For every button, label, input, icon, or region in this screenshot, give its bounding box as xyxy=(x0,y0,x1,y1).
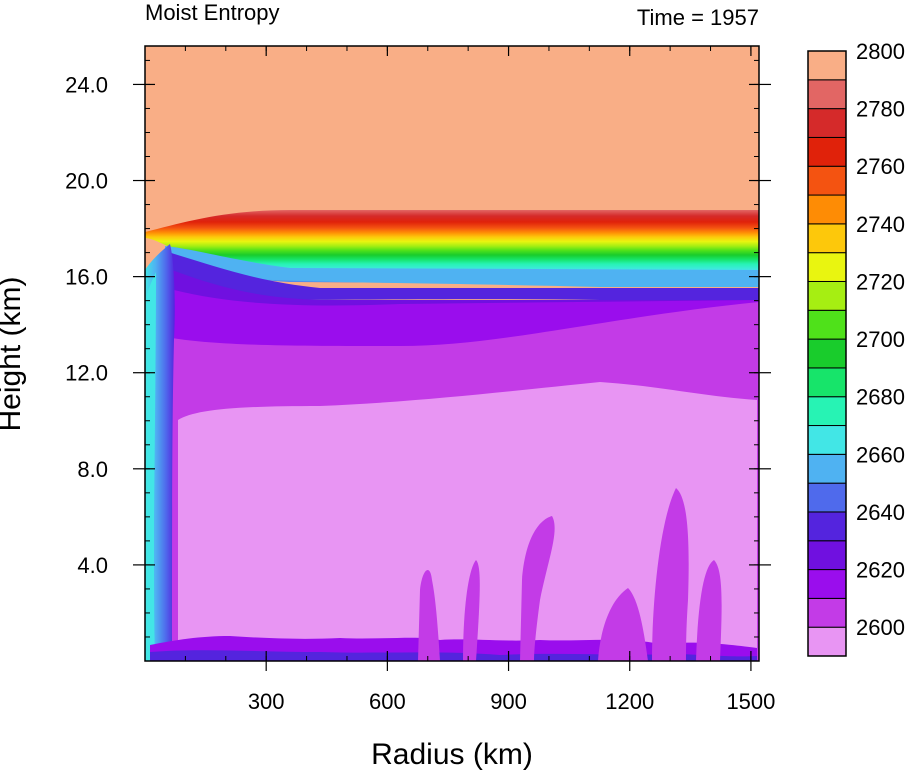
colorbar-label: 2640 xyxy=(856,500,905,525)
colorbar-label: 2780 xyxy=(856,97,905,122)
colorbar-swatch xyxy=(807,309,847,340)
colorbar-swatch xyxy=(807,194,847,225)
colorbar-label: 2680 xyxy=(856,385,905,410)
colorbar-swatch xyxy=(807,482,847,513)
convective-plume-5 xyxy=(652,488,689,661)
colorbar-swatch xyxy=(807,50,847,81)
x-axis-label: Radius (km) xyxy=(371,738,533,771)
colorbar-swatch xyxy=(807,569,847,599)
y-tick-label: 16.0 xyxy=(65,265,108,290)
colorbar-swatch xyxy=(807,626,847,657)
convective-plume-3 xyxy=(520,516,555,661)
colorbar-swatch xyxy=(807,453,847,484)
colorbar-swatch xyxy=(807,511,847,542)
axis-ticks xyxy=(133,46,771,671)
convective-plume-2 xyxy=(463,560,480,661)
colorbar-label: 2740 xyxy=(856,212,905,237)
colorbar-swatch xyxy=(807,280,847,311)
lower-pink-region xyxy=(178,382,757,661)
y-tick-label: 24.0 xyxy=(65,72,108,97)
upper-indigo-band xyxy=(168,252,759,302)
colorbar-swatch xyxy=(807,108,847,138)
upper-blue-band xyxy=(165,246,759,287)
convective-plume-1 xyxy=(418,569,440,661)
x-tick-label: 300 xyxy=(248,689,285,714)
chart-title-left: Moist Entropy xyxy=(145,0,280,25)
y-tick-labels: 4.0 8.0 12.0 16.0 20.0 24.0 xyxy=(65,72,108,577)
chart-title-right: Time = 1957 xyxy=(637,5,759,30)
colorbar-swatch xyxy=(807,223,847,254)
x-tick-label: 1500 xyxy=(726,689,775,714)
core-inner-cyan xyxy=(145,272,156,661)
colorbar-swatch xyxy=(807,425,847,455)
colorbar-swatch xyxy=(807,597,847,628)
colorbar-swatch xyxy=(807,396,847,427)
colorbar-label: 2620 xyxy=(856,558,905,583)
colorbar-labels: 2600 2620 2640 2660 2680 2700 2720 2740 2760 2780… xyxy=(856,39,905,640)
x-tick-label: 600 xyxy=(369,689,406,714)
contour-field xyxy=(145,46,759,661)
convective-plume-4 xyxy=(598,588,648,661)
x-tick-label: 900 xyxy=(490,689,527,714)
colorbar-frame xyxy=(807,50,847,657)
colorbar-label: 2600 xyxy=(856,615,905,640)
y-axis-label: Height (km) xyxy=(0,276,27,431)
colorbar-label: 2660 xyxy=(856,442,905,467)
tropopause-band xyxy=(145,210,759,285)
y-tick-label: 8.0 xyxy=(77,457,108,482)
colorbar xyxy=(807,50,847,657)
y-tick-label: 20.0 xyxy=(65,169,108,194)
x-tick-labels: 300 600 900 1200 1500 xyxy=(248,689,776,714)
colorbar-label: 2720 xyxy=(856,269,905,294)
convective-plume-6 xyxy=(696,560,722,661)
colorbar-label: 2700 xyxy=(856,327,905,352)
colorbar-swatch xyxy=(807,338,847,369)
y-tick-label: 4.0 xyxy=(77,553,108,578)
colorbar-swatch xyxy=(807,136,847,167)
colorbar-swatch xyxy=(807,252,847,282)
colorbar-swatch xyxy=(807,367,847,398)
colorbar-label: 2760 xyxy=(856,154,905,179)
colorbar-label: 2800 xyxy=(856,39,905,64)
colorbar-swatch xyxy=(807,165,847,196)
x-tick-label: 1200 xyxy=(605,689,654,714)
colorbar-swatch xyxy=(807,79,847,110)
y-tick-label: 12.0 xyxy=(65,361,108,386)
plot-frame xyxy=(144,45,760,662)
colorbar-swatch xyxy=(807,540,847,571)
